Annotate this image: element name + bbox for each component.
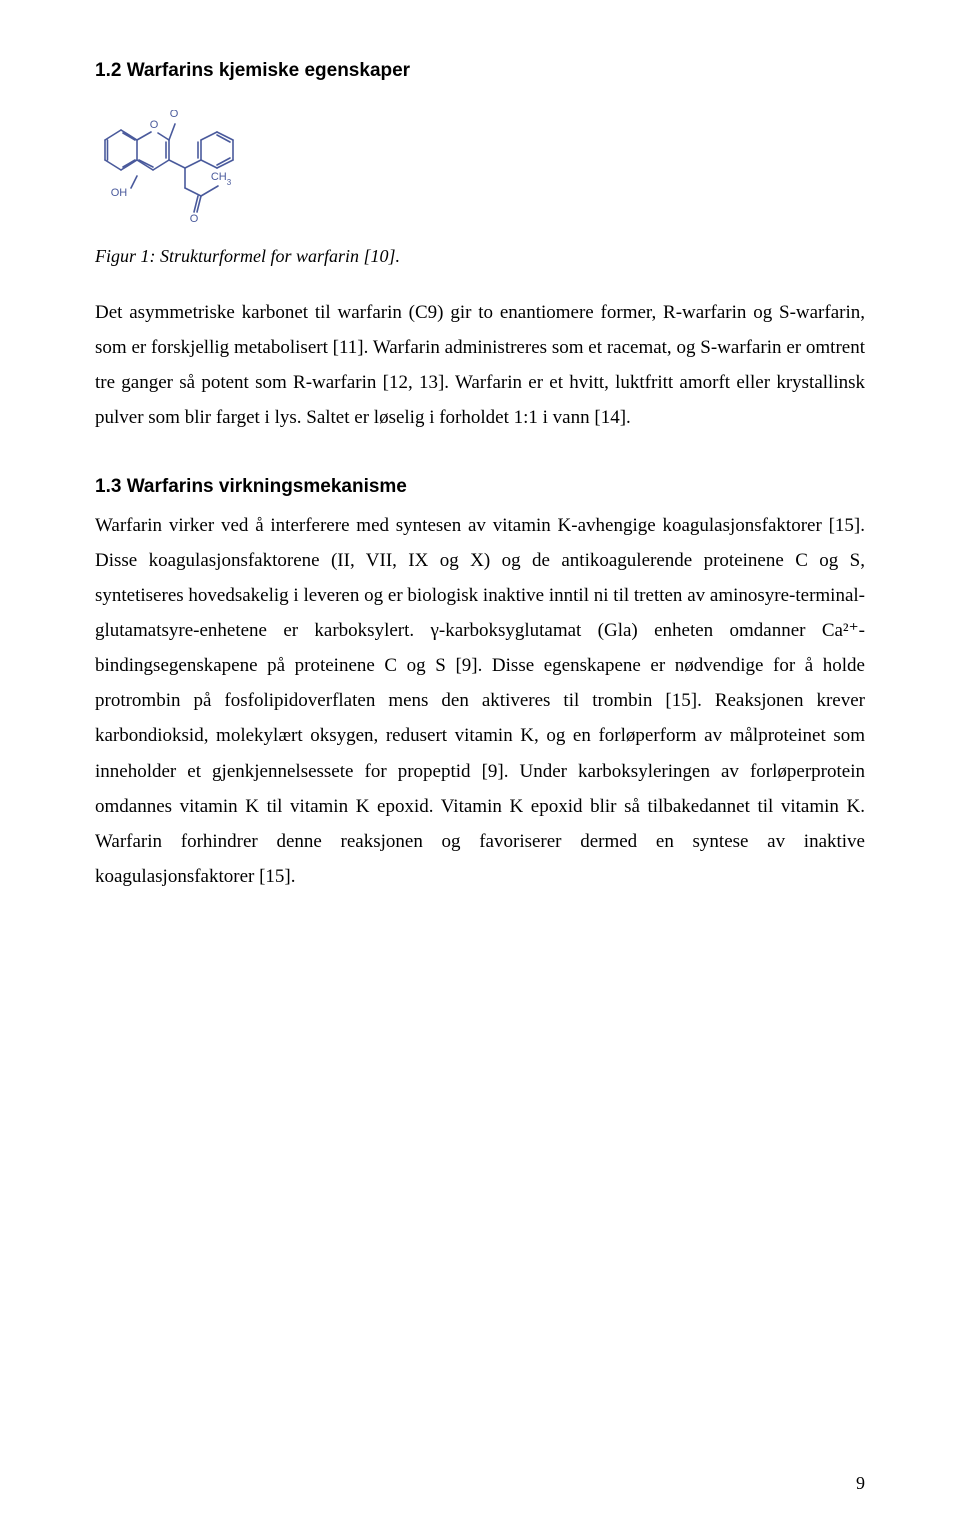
section-1-3-body: Warfarin virker ved å interferere med sy… [95, 508, 865, 895]
page-container: 1.2 Warfarins kjemiske egenskaper O O OH CH… [0, 0, 960, 1536]
svg-text:O: O [170, 110, 179, 120]
svg-text:O: O [190, 213, 199, 225]
page-number: 9 [856, 1473, 865, 1494]
svg-text:CH3: CH3 [211, 171, 232, 187]
section-1-2-heading: 1.2 Warfarins kjemiske egenskaper [95, 60, 865, 82]
svg-text:O: O [150, 119, 159, 131]
figure-1-caption: Figur 1: Strukturformel for warfarin [10… [95, 246, 865, 267]
svg-text:OH: OH [111, 187, 128, 199]
section-1-2-body: Det asymmetriske karbonet til warfarin (… [95, 295, 865, 436]
section-1-3-heading: 1.3 Warfarins virkningsmekanisme [95, 476, 865, 498]
warfarin-structure-figure: O O OH CH3 O [95, 110, 865, 228]
warfarin-structure-svg: O O OH CH3 O [95, 110, 243, 228]
